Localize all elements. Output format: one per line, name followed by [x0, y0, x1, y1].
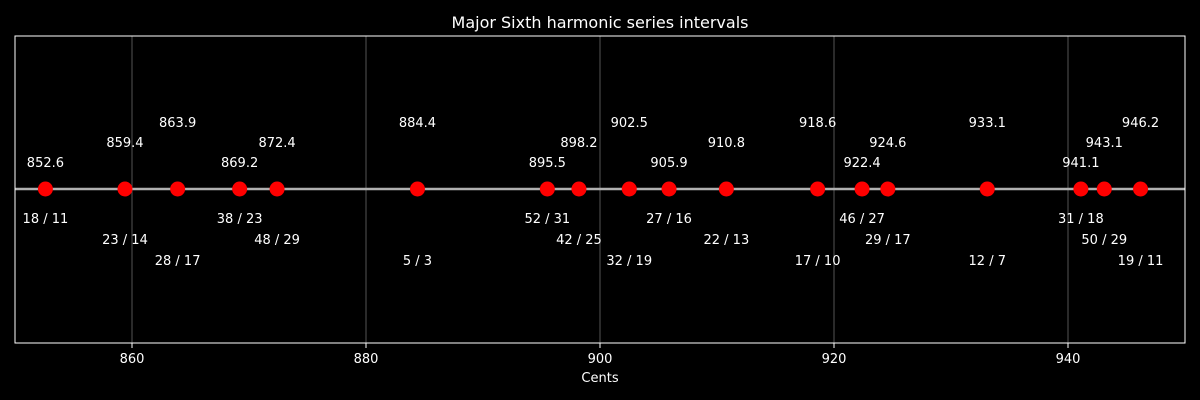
- data-point: [661, 181, 677, 197]
- x-tick-label: 880: [354, 352, 379, 367]
- ratio-label: 29 / 17: [865, 233, 911, 248]
- cents-label: 922.4: [843, 156, 880, 171]
- cents-label: 869.2: [221, 156, 258, 171]
- x-tick-label: 860: [120, 352, 145, 367]
- cents-label: 905.9: [650, 156, 687, 171]
- data-point: [1073, 181, 1089, 197]
- cents-label: 884.4: [399, 116, 436, 131]
- cents-label: 863.9: [159, 116, 196, 131]
- data-point: [170, 181, 186, 197]
- data-point: [409, 181, 425, 197]
- chart-title: Major Sixth harmonic series intervals: [452, 13, 749, 32]
- data-point: [979, 181, 995, 197]
- data-point: [718, 181, 734, 197]
- cents-label: 924.6: [869, 136, 906, 151]
- ratio-label: 52 / 31: [524, 212, 570, 227]
- cents-label: 946.2: [1122, 116, 1159, 131]
- data-point: [621, 181, 637, 197]
- ratio-label: 5 / 3: [403, 254, 432, 269]
- ratio-label: 22 / 13: [703, 233, 749, 248]
- cents-label: 902.5: [611, 116, 648, 131]
- data-point: [269, 181, 285, 197]
- data-point: [1133, 181, 1149, 197]
- x-tick-label: 900: [588, 352, 613, 367]
- data-point: [232, 181, 248, 197]
- data-marks: 852.6 18 / 11 859.4 23 / 14 863.9 28 / 17 869.…: [23, 116, 1164, 269]
- ratio-label: 42 / 25: [556, 233, 602, 248]
- data-point: [880, 181, 896, 197]
- x-tick-label: 940: [1056, 352, 1081, 367]
- data-point: [854, 181, 870, 197]
- ratio-label: 32 / 19: [606, 254, 652, 269]
- x-ticks: 860 880 900 920 940: [120, 343, 1081, 367]
- cents-label: 898.2: [560, 136, 597, 151]
- cents-label: 852.6: [27, 156, 64, 171]
- ratio-label: 27 / 16: [646, 212, 692, 227]
- ratio-label: 23 / 14: [102, 233, 148, 248]
- cents-label: 910.8: [708, 136, 745, 151]
- ratio-label: 12 / 7: [969, 254, 1006, 269]
- data-point: [810, 181, 826, 197]
- cents-label: 859.4: [106, 136, 143, 151]
- x-axis-label: Cents: [581, 371, 618, 386]
- ratio-label: 19 / 11: [1118, 254, 1164, 269]
- data-point: [1096, 181, 1112, 197]
- ratio-label: 38 / 23: [217, 212, 263, 227]
- cents-label: 895.5: [529, 156, 566, 171]
- ratio-label: 18 / 11: [23, 212, 69, 227]
- ratio-label: 31 / 18: [1058, 212, 1104, 227]
- ratio-label: 48 / 29: [254, 233, 300, 248]
- cents-label: 918.6: [799, 116, 836, 131]
- ratio-label: 28 / 17: [155, 254, 201, 269]
- cents-label: 943.1: [1086, 136, 1123, 151]
- data-point: [539, 181, 555, 197]
- cents-label: 933.1: [969, 116, 1006, 131]
- ratio-label: 17 / 10: [795, 254, 841, 269]
- ratio-label: 50 / 29: [1081, 233, 1127, 248]
- ratio-label: 46 / 27: [839, 212, 885, 227]
- data-point: [117, 181, 133, 197]
- cents-label: 941.1: [1062, 156, 1099, 171]
- data-point: [37, 181, 53, 197]
- x-tick-label: 920: [822, 352, 847, 367]
- cents-label: 872.4: [258, 136, 295, 151]
- data-point: [571, 181, 587, 197]
